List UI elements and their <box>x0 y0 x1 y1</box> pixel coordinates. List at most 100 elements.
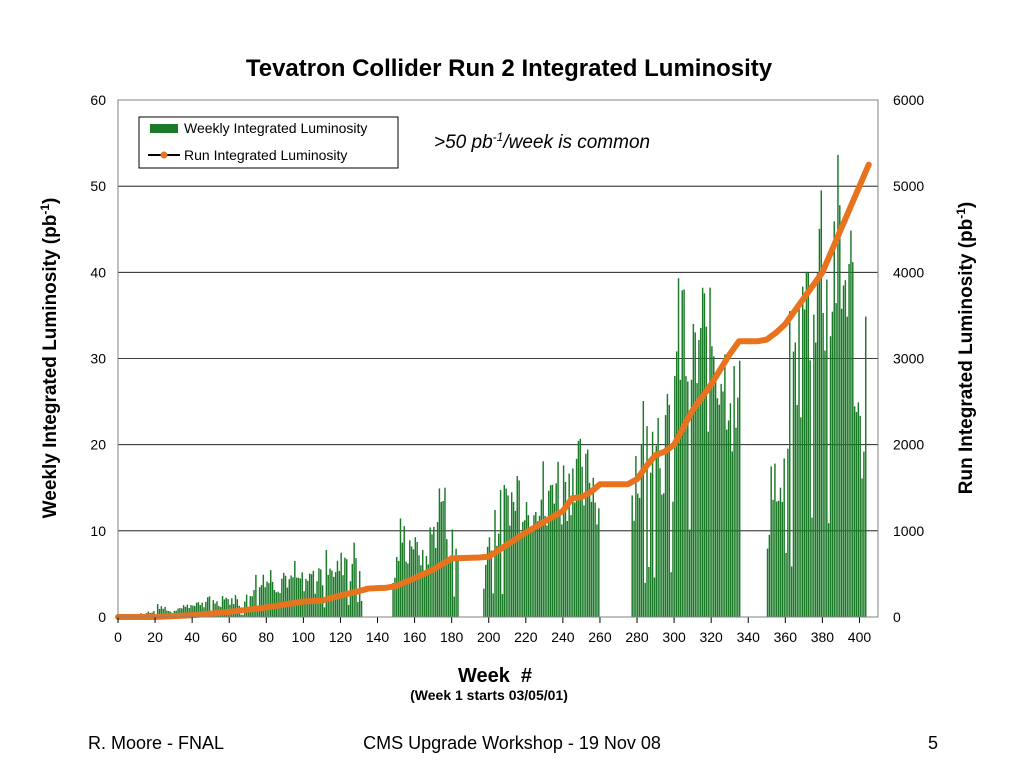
weekly-bar <box>562 465 565 617</box>
legend: Weekly Integrated Luminosity Run Integra… <box>138 116 399 169</box>
weekly-bar <box>240 614 242 617</box>
weekly-bar <box>498 533 500 617</box>
weekly-bar <box>842 285 845 617</box>
weekly-bar <box>195 602 198 617</box>
weekly-bar <box>803 309 806 617</box>
weekly-bar <box>674 375 676 617</box>
right-y-tick-label: 1000 <box>893 523 924 539</box>
weekly-bar <box>662 493 665 617</box>
weekly-bar <box>594 502 596 617</box>
weekly-bar <box>633 520 635 617</box>
weekly-bar <box>768 534 771 617</box>
weekly-bar <box>186 604 189 617</box>
weekly-bar <box>290 575 292 617</box>
right-y-tick-label: 2000 <box>893 437 924 453</box>
left-y-tick-label: 50 <box>90 178 106 194</box>
weekly-bar <box>642 400 645 617</box>
run-integrated-polyline <box>115 161 872 620</box>
weekly-bar <box>509 525 511 617</box>
weekly-bar <box>833 221 835 617</box>
weekly-bar <box>162 608 164 617</box>
x-tick-label: 260 <box>588 629 612 645</box>
x-tick-label: 160 <box>403 629 427 645</box>
weekly-bar <box>557 461 559 617</box>
weekly-bar <box>816 273 819 617</box>
x-axis-label-note: (Week 1 starts 03/05/01) <box>410 687 568 703</box>
x-tick-label: 140 <box>366 629 390 645</box>
weekly-bar <box>431 534 433 617</box>
weekly-bar <box>585 453 587 617</box>
weekly-bar <box>631 495 633 617</box>
right-y-tick-label: 4000 <box>893 264 924 280</box>
weekly-bar <box>438 488 441 617</box>
weekly-bar <box>247 612 250 617</box>
weekly-bar <box>798 300 800 617</box>
x-tick-label: 320 <box>699 629 723 645</box>
weekly-bar <box>789 311 791 617</box>
weekly-bar <box>829 336 832 617</box>
weekly-bar <box>824 350 826 617</box>
weekly-bar <box>783 458 785 617</box>
weekly-bar <box>355 558 357 617</box>
weekly-bar <box>192 605 194 617</box>
weekly-bar <box>181 608 183 617</box>
weekly-bar <box>840 308 843 617</box>
weekly-bar <box>160 606 163 617</box>
x-tick-label: 340 <box>737 629 761 645</box>
weekly-bar <box>792 351 795 617</box>
weekly-bar <box>861 478 863 617</box>
weekly-bar <box>257 610 259 617</box>
weekly-bar <box>299 578 302 617</box>
weekly-bar <box>425 555 428 617</box>
weekly-bar <box>529 533 531 617</box>
weekly-bar <box>447 559 450 617</box>
weekly-bar <box>857 402 860 617</box>
weekly-bar <box>588 482 591 617</box>
weekly-bar <box>403 526 405 617</box>
weekly-bar <box>323 607 326 617</box>
weekly-bar <box>282 572 285 617</box>
weekly-bar <box>418 555 420 617</box>
weekly-bar <box>420 565 422 617</box>
weekly-bar <box>694 332 696 617</box>
weekly-bar <box>666 393 669 617</box>
x-tick-label: 280 <box>625 629 649 645</box>
weekly-bar <box>650 472 652 617</box>
annotation-text: >50 pb-1/week is common <box>434 130 650 153</box>
weekly-bar <box>407 563 409 617</box>
annotation-sup: -1 <box>493 130 504 144</box>
weekly-bar <box>852 262 854 617</box>
weekly-bar <box>499 490 502 617</box>
weekly-bar <box>394 577 396 617</box>
weekly-bar <box>581 466 583 617</box>
weekly-bar <box>308 573 311 617</box>
weekly-bar <box>590 501 593 617</box>
weekly-bar <box>518 480 520 617</box>
weekly-bar <box>201 602 203 617</box>
x-tick-label: 200 <box>477 629 501 645</box>
weekly-bar <box>446 539 448 617</box>
weekly-bar <box>281 578 283 617</box>
weekly-bar <box>212 600 214 617</box>
legend-run-label: Run Integrated Luminosity <box>184 147 347 163</box>
weekly-bar <box>713 356 715 617</box>
weekly-bar <box>664 415 667 617</box>
weekly-bar <box>442 500 444 617</box>
weekly-bar <box>412 549 415 617</box>
weekly-bar <box>655 445 658 617</box>
x-tick-labels: 0 20 40 60 80 100 120 140 160 180 200 220 240 260 280 3… <box>114 629 871 645</box>
weekly-bar <box>397 560 400 617</box>
footer-page-number: 5 <box>927 733 938 753</box>
weekly-bar <box>208 596 211 617</box>
left-y-tick-label: 10 <box>90 523 106 539</box>
footer-event: CMS Upgrade Workshop - 19 Nov 08 <box>363 733 661 753</box>
weekly-bar <box>227 599 229 617</box>
weekly-bar <box>234 595 237 617</box>
left-y-tick-label: 30 <box>90 351 106 367</box>
weekly-bar <box>553 503 556 617</box>
weekly-bar <box>790 566 793 617</box>
weekly-bar <box>640 444 643 617</box>
weekly-bar <box>331 570 333 617</box>
weekly-bar <box>737 397 739 617</box>
